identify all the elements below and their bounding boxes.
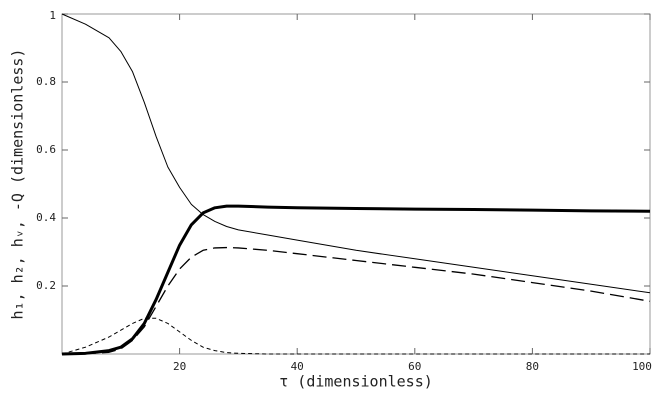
plot-frame bbox=[61, 13, 651, 355]
y-tick-label: 0.2 bbox=[36, 279, 56, 292]
y-tick-label: 0.6 bbox=[36, 143, 56, 156]
x-tick-label: 40 bbox=[291, 360, 304, 373]
series-line bbox=[61, 204, 651, 356]
series-line bbox=[61, 317, 650, 355]
series-line bbox=[61, 13, 651, 294]
x-tick-label: 80 bbox=[526, 360, 539, 373]
series-line bbox=[61, 246, 651, 355]
x-tick-label: 60 bbox=[408, 360, 421, 373]
x-axis-label: τ (dimensionless) bbox=[279, 373, 433, 391]
y-tick-label: 1 bbox=[49, 9, 56, 22]
y-tick-label: 0.8 bbox=[36, 75, 56, 88]
y-axis-label: h₁, h₂, hᵥ, -Q (dimensionless) bbox=[9, 49, 27, 320]
x-tick-label: 100 bbox=[632, 360, 652, 373]
y-tick-label: 0.4 bbox=[36, 211, 56, 224]
x-tick-label: 20 bbox=[173, 360, 186, 373]
